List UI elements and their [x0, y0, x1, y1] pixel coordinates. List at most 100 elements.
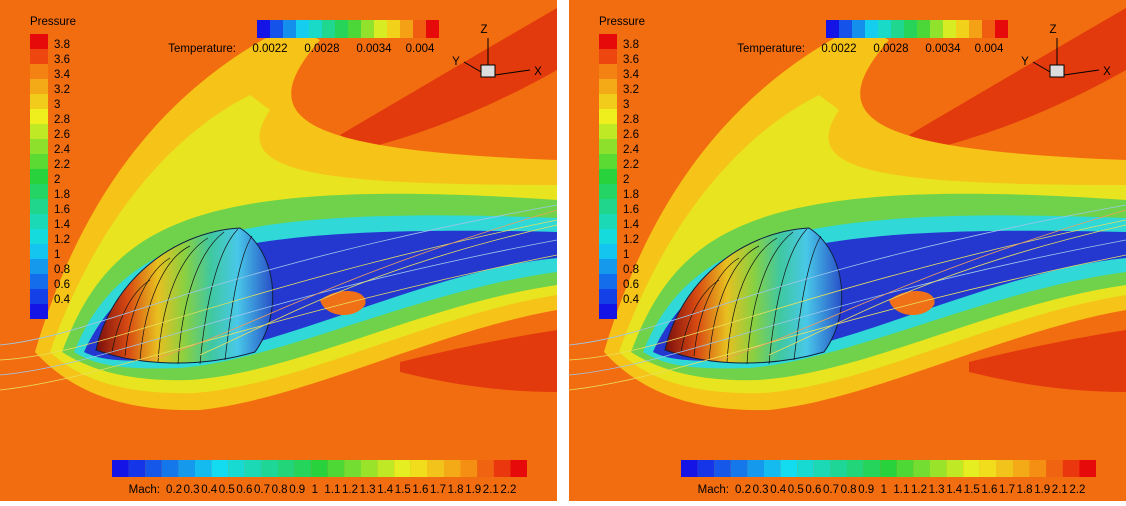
legend-label: 1.8 [623, 189, 639, 201]
swatch [283, 20, 296, 38]
legend-label: 1.7 [430, 484, 446, 496]
swatch [361, 20, 374, 38]
swatch [826, 20, 839, 38]
legend-label: 0.9 [858, 484, 874, 496]
swatch [969, 20, 982, 38]
legend-label: 1.3 [929, 484, 945, 496]
axis-label: Z [1049, 24, 1056, 36]
swatch [599, 109, 617, 124]
swatch [852, 20, 865, 38]
legend-label: 2.1 [483, 484, 499, 496]
swatch [30, 124, 48, 139]
swatch [599, 79, 617, 94]
legend-label: 0.4 [54, 294, 71, 306]
swatch [847, 460, 864, 477]
legend-label: 3.2 [623, 84, 639, 96]
swatch [195, 460, 212, 477]
swatch [30, 214, 48, 229]
legend-label: 1.3 [360, 484, 376, 496]
swatch [814, 460, 831, 477]
legend-label: 0.7 [254, 484, 270, 496]
legend-label: 2.2 [54, 159, 70, 171]
swatch [461, 460, 478, 477]
swatch [348, 20, 361, 38]
axis-label: X [534, 66, 542, 78]
swatch [963, 460, 980, 477]
legend-label: 2.1 [1052, 484, 1068, 496]
swatch [30, 64, 48, 79]
swatch [212, 460, 229, 477]
swatch [891, 20, 904, 38]
swatch [731, 460, 748, 477]
swatch [361, 460, 378, 477]
legend-label: 3.8 [623, 39, 639, 51]
swatch [996, 460, 1013, 477]
legend-label: 1.4 [377, 484, 394, 496]
legend-label: 3.6 [54, 54, 70, 66]
legend-label: 0.5 [788, 484, 804, 496]
swatch [698, 460, 715, 477]
swatch [599, 244, 617, 259]
legend-label: 0.6 [623, 279, 639, 291]
legend-title: Temperature: [737, 43, 805, 55]
legend-label: 0.8 [54, 264, 70, 276]
swatch [599, 199, 617, 214]
legend-label: 0.8 [841, 484, 857, 496]
legend-label: 1.2 [342, 484, 358, 496]
legend-label: 1.6 [54, 204, 70, 216]
swatch [913, 460, 930, 477]
swatch [261, 460, 278, 477]
swatch [394, 460, 411, 477]
swatch [411, 460, 428, 477]
swatch [477, 460, 494, 477]
swatch [387, 20, 400, 38]
swatch [145, 460, 162, 477]
legend-label: 1.5 [395, 484, 411, 496]
legend-label: 1 [312, 484, 318, 496]
swatch [878, 20, 891, 38]
legend-label: 3 [54, 99, 60, 111]
legend-label: 0.8 [623, 264, 639, 276]
legend-label: 0.8 [272, 484, 288, 496]
swatch [781, 460, 798, 477]
legend-label: 0.9 [289, 484, 305, 496]
legend-title: Pressure [599, 16, 645, 28]
legend-label: 3.4 [54, 69, 71, 81]
swatch [982, 20, 995, 38]
legend-label: 1.4 [54, 219, 71, 231]
swatch [510, 460, 527, 477]
legend-label: 1.4 [946, 484, 963, 496]
swatch [400, 20, 413, 38]
legend-label: 0.6 [805, 484, 821, 496]
swatch [930, 20, 943, 38]
swatch [880, 460, 897, 477]
swatch [917, 20, 930, 38]
swatch [956, 20, 969, 38]
legend-label: 1.1 [324, 484, 340, 496]
legend-label: 3.2 [54, 84, 70, 96]
legend-title: Temperature: [168, 43, 236, 55]
swatch [344, 460, 361, 477]
axis-label: Y [1021, 56, 1029, 68]
swatch [599, 139, 617, 154]
swatch [30, 94, 48, 109]
swatch [1046, 460, 1063, 477]
swatch [930, 460, 947, 477]
swatch [995, 20, 1008, 38]
swatch [311, 460, 328, 477]
swatch [599, 289, 617, 304]
legend-label: 2.6 [54, 129, 70, 141]
swatch [112, 460, 129, 477]
legend-label: 1 [54, 249, 60, 261]
legend-label: 0.004 [406, 43, 435, 55]
swatch [427, 460, 444, 477]
legend-label: 2.2 [623, 159, 639, 171]
swatch [947, 460, 964, 477]
swatch [30, 154, 48, 169]
swatch [30, 109, 48, 124]
legend-label: 2.8 [623, 114, 639, 126]
swatch [335, 20, 348, 38]
legend-label: 0.4 [201, 484, 218, 496]
legend-label: 1.6 [981, 484, 997, 496]
swatch [764, 460, 781, 477]
